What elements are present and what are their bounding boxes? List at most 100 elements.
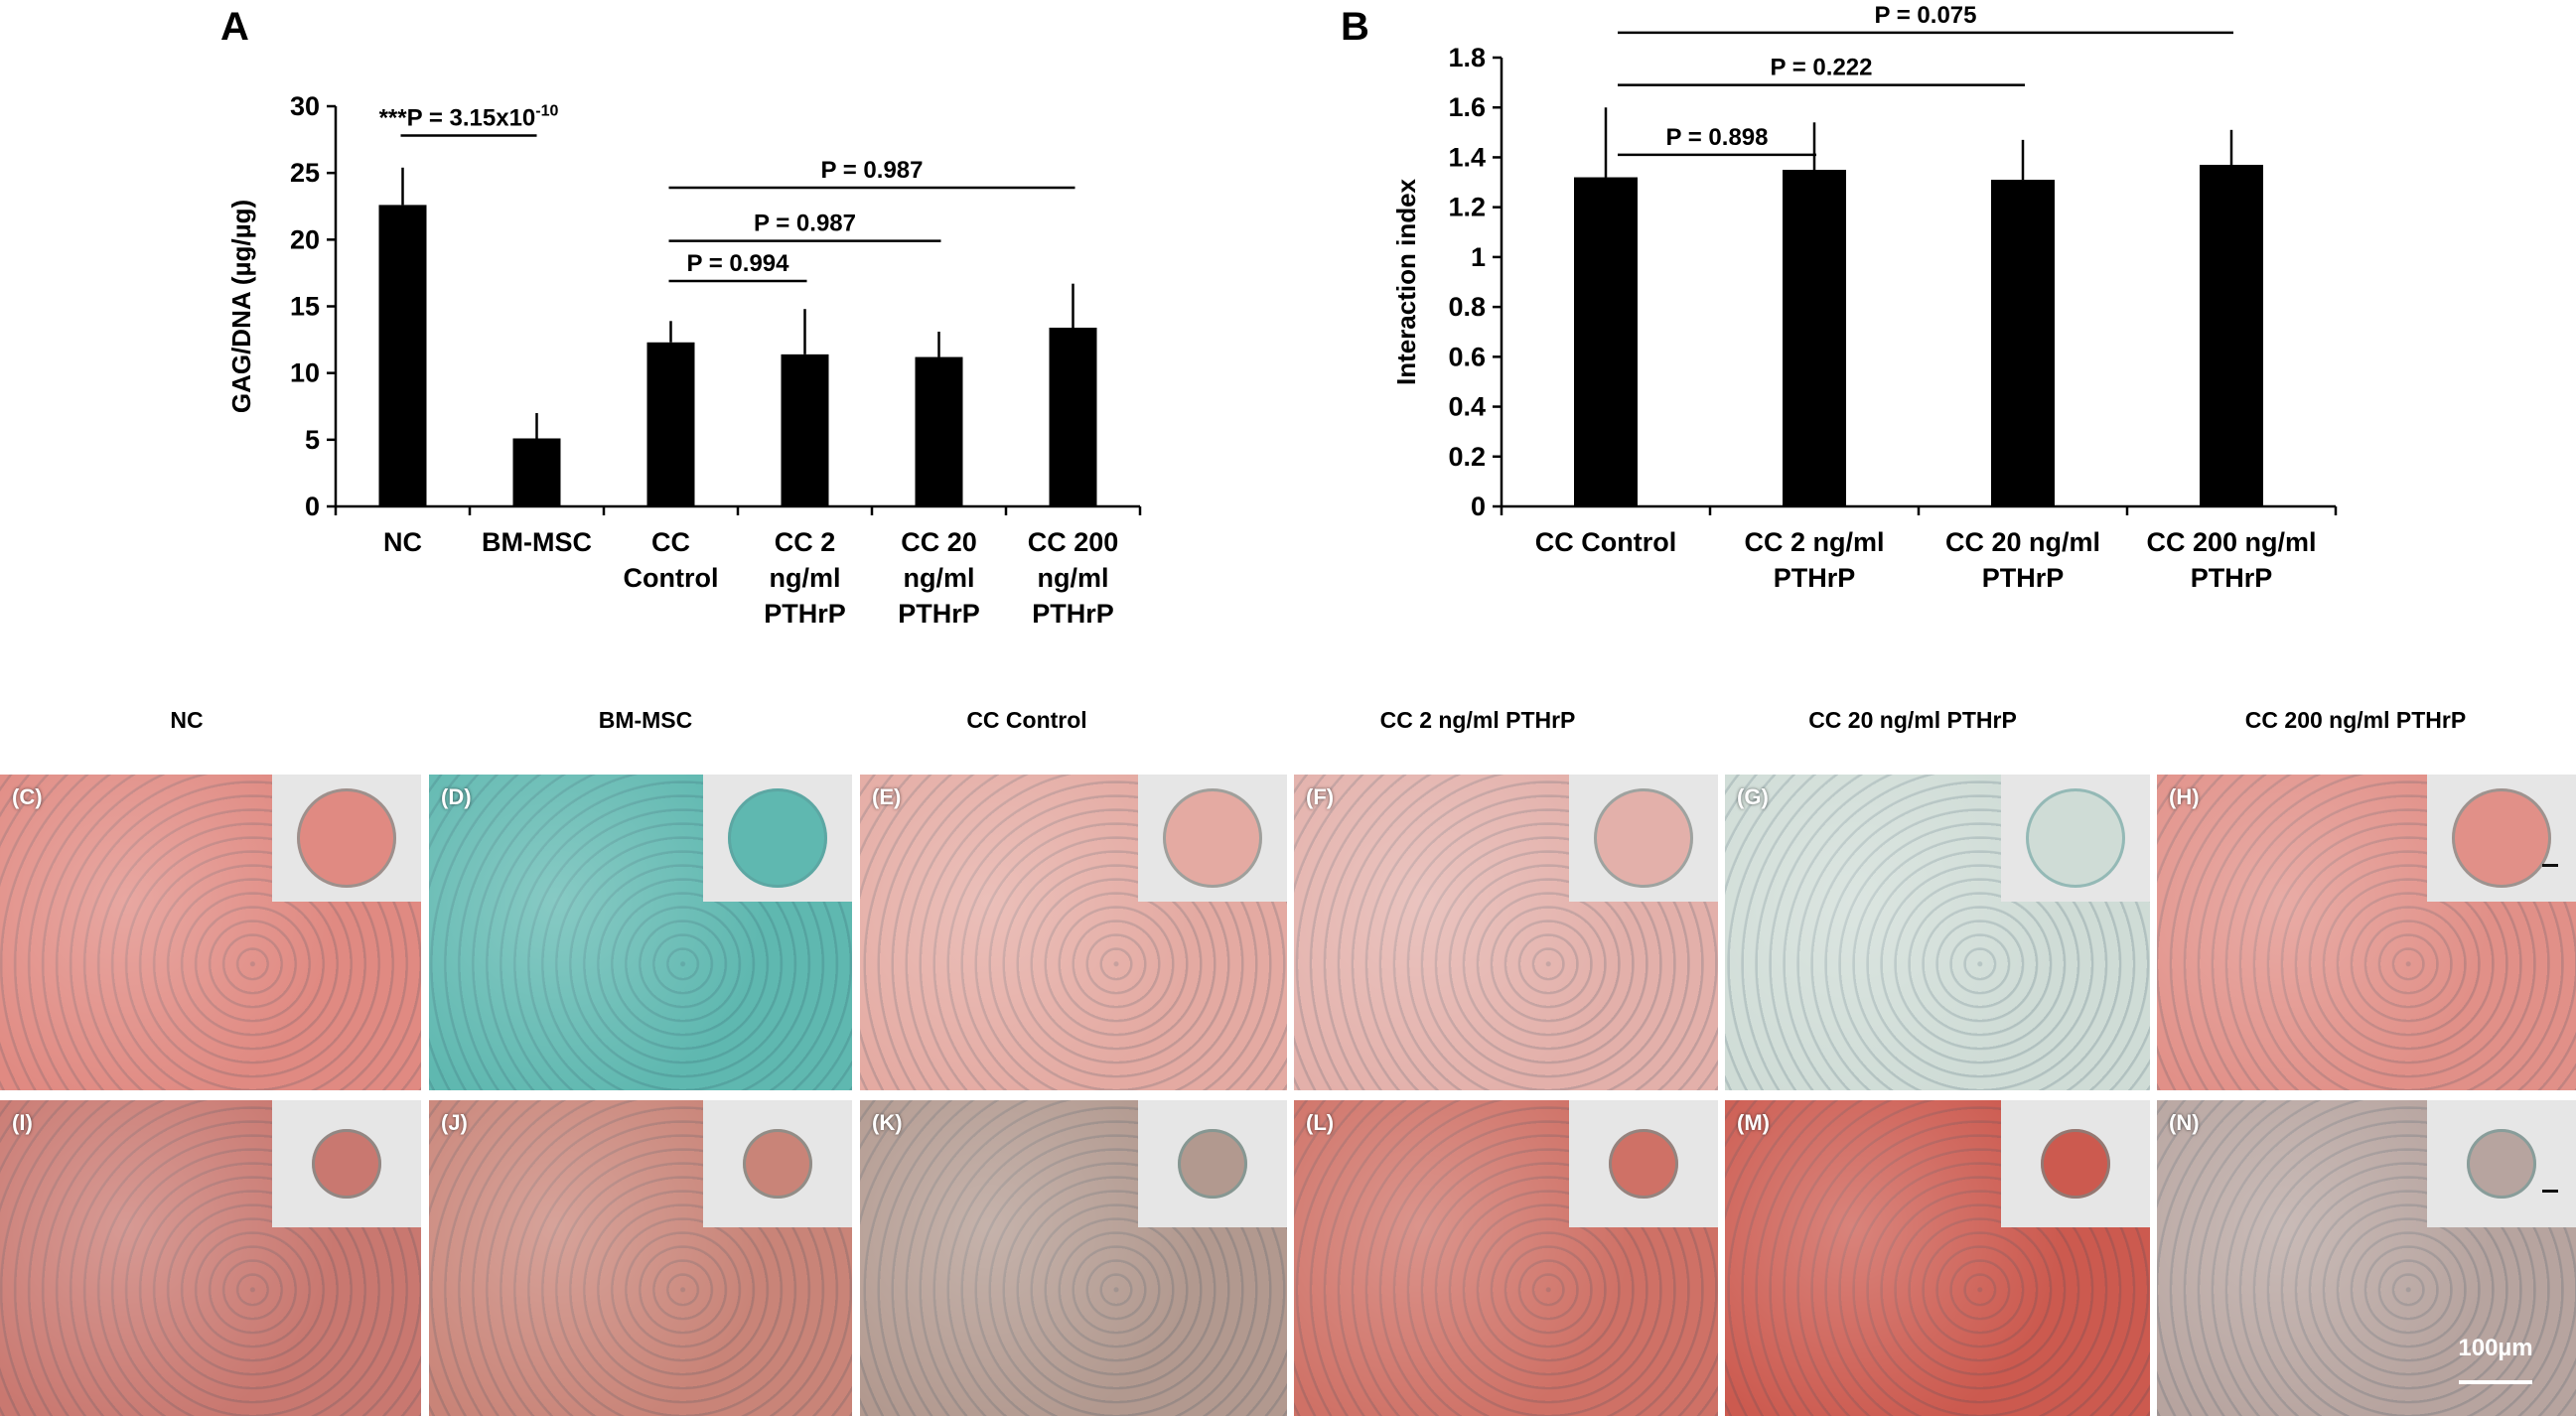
significance-label: P = 0.994 xyxy=(687,250,790,277)
y-tick-label: 20 xyxy=(290,224,320,254)
histology-panel: (G) xyxy=(1725,775,2150,1090)
x-tick-label: CC 200 xyxy=(1028,527,1119,557)
panel-label: (M) xyxy=(1737,1110,1770,1135)
x-tick-label: ng/ml xyxy=(770,563,841,593)
column-header-cc-control: CC Control xyxy=(966,707,1087,733)
pellet-thumbnail xyxy=(1178,1129,1247,1199)
pellet-inset xyxy=(272,775,421,902)
inset-scale-tick xyxy=(2542,1190,2558,1193)
histology-panel: (I) xyxy=(0,1100,421,1416)
x-tick-label: CC Control xyxy=(1535,527,1676,557)
x-tick-label: PTHrP xyxy=(1032,599,1114,629)
y-tick-label: 5 xyxy=(305,425,320,455)
x-tick-label: BM-MSC xyxy=(482,527,592,557)
y-tick-label: 30 xyxy=(290,91,320,121)
x-tick-label: CC 20 xyxy=(901,527,977,557)
y-tick-label: 0.6 xyxy=(1448,342,1486,371)
histology-panel: (F) xyxy=(1294,775,1718,1090)
panel-letter: A xyxy=(220,5,249,49)
pellet-inset xyxy=(1569,1100,1718,1227)
x-tick-label: CC xyxy=(651,527,690,557)
significance-label: P = 0.987 xyxy=(754,211,856,237)
x-tick-label: ng/ml xyxy=(904,563,975,593)
y-tick-label: 10 xyxy=(290,358,320,388)
pellet-thumbnail xyxy=(1594,788,1693,888)
histology-panel: (K) xyxy=(860,1100,1287,1416)
x-tick-label: PTHrP xyxy=(1774,563,1856,593)
pellet-inset xyxy=(1569,775,1718,902)
histology-panel: (J) xyxy=(429,1100,852,1416)
significance-label: P = 0.987 xyxy=(821,157,924,184)
bar xyxy=(915,356,963,506)
chart-a: A GAG/DNA (µg/µg) 0 5 10 15 20 25 30 NC BM-MSC CC Co… xyxy=(0,0,1192,675)
x-tick-label: PTHrP xyxy=(764,599,846,629)
panel-label: (D) xyxy=(441,784,472,809)
column-header-nc: NC xyxy=(170,707,204,733)
pellet-inset xyxy=(2001,775,2150,902)
bar xyxy=(512,438,561,506)
pellet-thumbnail xyxy=(2026,788,2125,888)
pellet-inset xyxy=(1138,775,1287,902)
y-tick-label: 1.4 xyxy=(1448,142,1486,172)
histology-panel: (H) xyxy=(2157,775,2576,1090)
panel-label: (L) xyxy=(1306,1110,1335,1135)
y-tick-label: 15 xyxy=(290,292,320,322)
significance-label: P = 0.075 xyxy=(1875,2,1977,29)
panel-label: (J) xyxy=(441,1110,468,1135)
bar xyxy=(1049,327,1097,506)
pellet-thumbnail xyxy=(1163,788,1262,888)
significance-label: ***P = 3.15x10-10 xyxy=(379,103,559,132)
y-axis-label: GAG/DNA (µg/µg) xyxy=(226,200,256,413)
x-tick-label: PTHrP xyxy=(898,599,980,629)
histology-panel: (E) xyxy=(860,775,1287,1090)
column-header-cc-20: CC 20 ng/ml PTHrP xyxy=(1808,707,2017,733)
histology-panel: (D) xyxy=(429,775,852,1090)
inset-scale-tick xyxy=(2542,864,2558,867)
pellet-inset xyxy=(2427,1100,2576,1227)
scale-bar xyxy=(2459,1380,2532,1384)
x-tick-label: CC 20 ng/ml xyxy=(1945,527,2100,557)
panel-label: (N) xyxy=(2169,1110,2200,1135)
pellet-inset xyxy=(703,1100,852,1227)
chart-b-plot: B Interaction index 0 0.2 0.4 0.6 0.8 1 1.2 1.4 1.… xyxy=(1341,2,2338,593)
pellet-thumbnail xyxy=(743,1129,812,1199)
bar xyxy=(1574,177,1638,507)
bar xyxy=(781,354,829,506)
x-tick-label: Control xyxy=(624,563,719,593)
pellet-inset xyxy=(2001,1100,2150,1227)
y-tick-label: 0.8 xyxy=(1448,292,1486,322)
histology-panel: (L) xyxy=(1294,1100,1718,1416)
x-tick-label: CC 2 ng/ml xyxy=(1744,527,1884,557)
panel-letter: B xyxy=(1341,5,1369,49)
y-tick-label: 0 xyxy=(1471,492,1486,521)
bar xyxy=(646,342,695,506)
histology-panel: (N) xyxy=(2157,1100,2576,1416)
pellet-inset xyxy=(2427,775,2576,902)
x-tick-label: PTHrP xyxy=(1982,563,2065,593)
x-tick-label: CC 200 ng/ml xyxy=(2146,527,2316,557)
chart-b: B Interaction index 0 0.2 0.4 0.6 0.8 1 1.2 1.4 1.… xyxy=(1281,0,2576,675)
histology-panel: (M) xyxy=(1725,1100,2150,1416)
pellet-thumbnail xyxy=(2041,1129,2110,1199)
histology-panel: (C) xyxy=(0,775,421,1090)
x-tick-label: ng/ml xyxy=(1038,563,1109,593)
y-tick-label: 1.6 xyxy=(1448,92,1486,122)
bar xyxy=(2200,164,2263,506)
x-tick-label: CC 2 xyxy=(775,527,836,557)
column-header-bm-msc: BM-MSC xyxy=(598,707,693,733)
pellet-thumbnail xyxy=(297,788,396,888)
bar xyxy=(1783,170,1846,506)
panel-label: (C) xyxy=(12,784,43,809)
chart-a-plot: A GAG/DNA (µg/µg) 0 5 10 15 20 25 30 NC BM-MSC CC Co… xyxy=(220,5,1142,629)
pellet-thumbnail xyxy=(312,1129,381,1199)
y-tick-label: 0 xyxy=(305,492,320,521)
column-header-cc-2: CC 2 ng/ml PTHrP xyxy=(1379,707,1576,733)
pellet-thumbnail xyxy=(2467,1129,2536,1199)
column-header-cc-200: CC 200 ng/ml PTHrP xyxy=(2244,707,2467,733)
panel-label: (G) xyxy=(1737,784,1769,809)
pellet-inset xyxy=(1138,1100,1287,1227)
y-tick-label: 1.2 xyxy=(1448,193,1486,222)
panel-label: (E) xyxy=(872,784,902,809)
y-axis-label: Interaction index xyxy=(1391,178,1421,385)
pellet-thumbnail xyxy=(728,788,827,888)
